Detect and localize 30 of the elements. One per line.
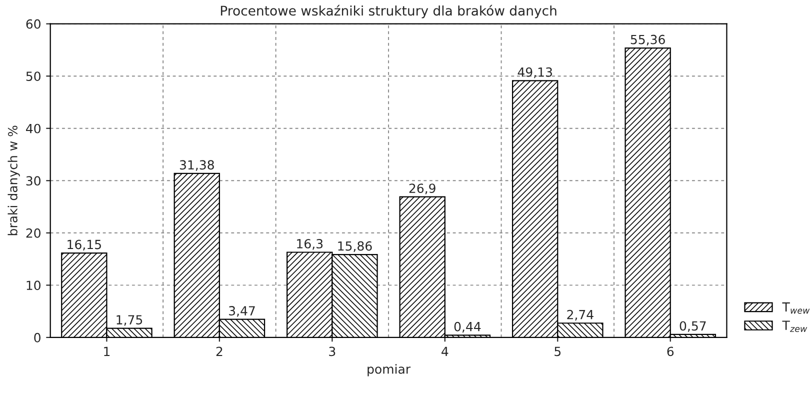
data-label: 2,74 [567,310,594,321]
y-tick-label: 60 [26,19,40,29]
chart-title: Procentowe wskaźniki struktury dla braków danych [220,4,556,18]
data-label: 16,15 [68,240,101,250]
x-tick-label: 3 [329,346,336,356]
data-label: 26,9 [409,184,436,194]
data-label: 0,44 [454,322,481,333]
y-tick-label: 30 [26,176,40,186]
data-label: 0,57 [680,321,706,332]
x-tick-label: 6 [667,346,674,356]
data-label: 55,36 [630,34,665,46]
data-label: 16,3 [297,238,323,250]
data-label: 15,86 [338,241,372,252]
legend-label: T$_{zew}$ [782,320,808,332]
data-label: 31,38 [180,160,214,171]
data-label: 3,47 [229,306,255,317]
data-label: 49,13 [518,67,552,78]
data-label: 1,75 [116,315,142,326]
y-tick-label: 50 [26,72,40,82]
x-tick-label: 1 [104,346,110,356]
y-tick-label: 10 [26,280,40,290]
y-tick-label: 20 [26,228,40,238]
y-tick-label: 40 [26,124,40,134]
legend-label: T$_{wew}$ [782,302,810,314]
x-tick-label: 4 [442,346,448,356]
x-axis-title: pomiar [368,364,411,376]
y-axis-title: braki danych w % [8,126,20,236]
x-tick-label: 5 [554,346,561,356]
x-tick-label: 2 [216,346,222,356]
y-tick-label: 0 [34,332,40,342]
